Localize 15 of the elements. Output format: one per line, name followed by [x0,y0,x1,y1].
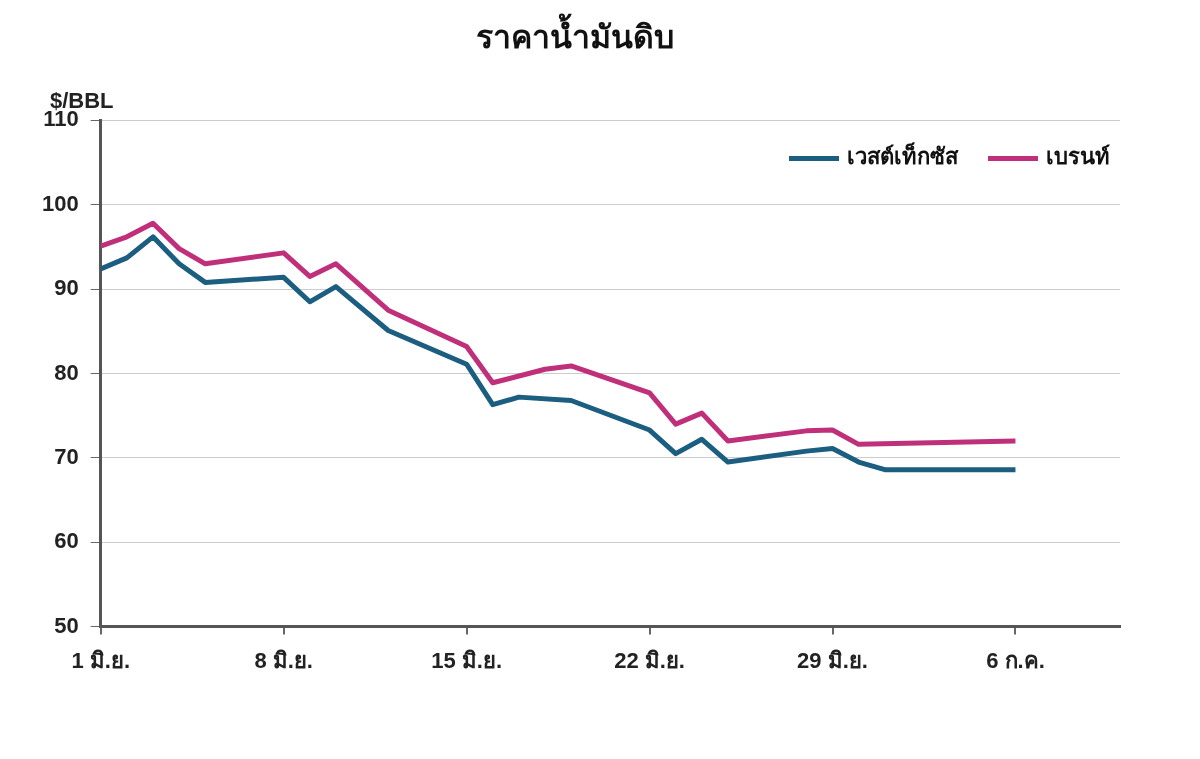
y-tick-label: 90 [54,275,79,301]
y-tick-label: 70 [54,443,79,469]
y-tick-label: 100 [41,190,79,216]
chart-title: ราคาน้ำมันดิบ [476,13,674,56]
x-tick-label: 29 มิ.ย. [797,647,868,673]
legend-label: เวสต์เท็กซัส [847,142,959,170]
x-tick-label: 8 มิ.ย. [254,647,313,673]
y-tick-label: 80 [54,359,79,385]
x-tick-label: 15 มิ.ย. [431,647,503,673]
legend-label: เบรนท์ [1046,144,1110,170]
y-tick-label: 50 [54,612,79,638]
x-tick-label: 1 มิ.ย. [71,647,130,673]
x-tick-label: 22 มิ.ย. [614,647,685,673]
x-tick-label: 6 ก.ค. [986,647,1045,673]
y-tick-label: 60 [54,528,79,554]
